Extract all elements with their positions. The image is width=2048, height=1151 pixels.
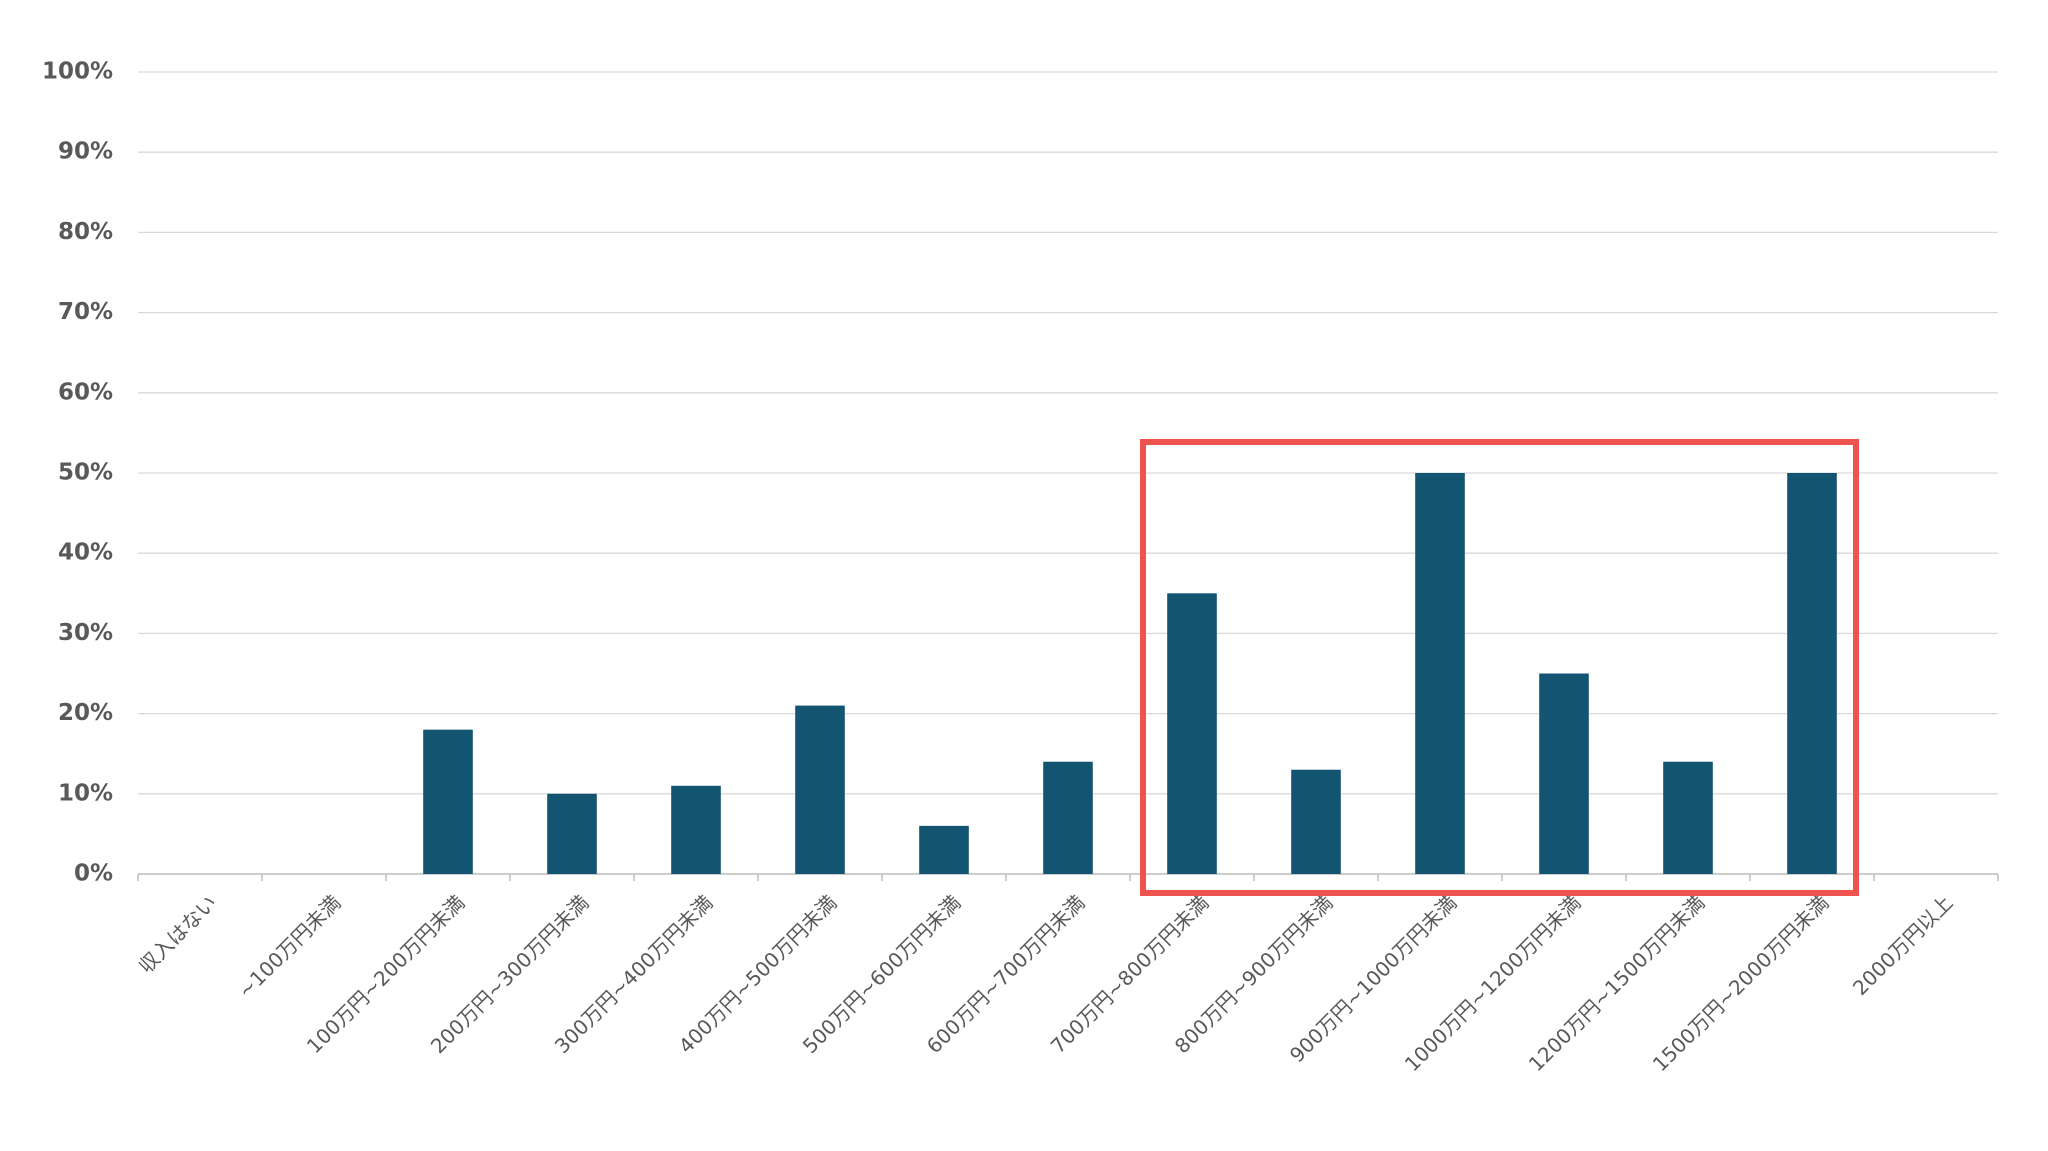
y-tick-label: 90% — [58, 139, 113, 165]
bar — [671, 785, 721, 874]
bar — [795, 705, 845, 874]
x-tick-label: 収入はない — [134, 890, 222, 978]
y-tick-label: 70% — [58, 299, 113, 325]
x-tick-label: 2000万円以上 — [1848, 890, 1958, 1000]
highlight-box — [1140, 439, 1859, 896]
y-tick-label: 10% — [58, 780, 113, 806]
y-tick-label: 50% — [58, 460, 113, 486]
y-tick-label: 60% — [58, 379, 113, 405]
y-tick-label: 100% — [42, 59, 113, 85]
bar — [1167, 593, 1217, 874]
bar — [423, 729, 473, 874]
bar — [1043, 761, 1093, 874]
y-tick-label: 80% — [58, 219, 113, 245]
y-tick-label: 40% — [58, 540, 113, 566]
bar — [919, 825, 969, 874]
y-tick-label: 30% — [58, 620, 113, 646]
x-tick-label: ~100万円未満 — [233, 890, 345, 1002]
y-tick-label: 0% — [74, 861, 113, 887]
bar — [1415, 473, 1465, 874]
bar — [547, 793, 597, 874]
bar — [1663, 761, 1713, 874]
bar — [1539, 673, 1589, 874]
bar — [1291, 769, 1341, 874]
y-tick-label: 20% — [58, 700, 113, 726]
bar — [1787, 473, 1837, 874]
